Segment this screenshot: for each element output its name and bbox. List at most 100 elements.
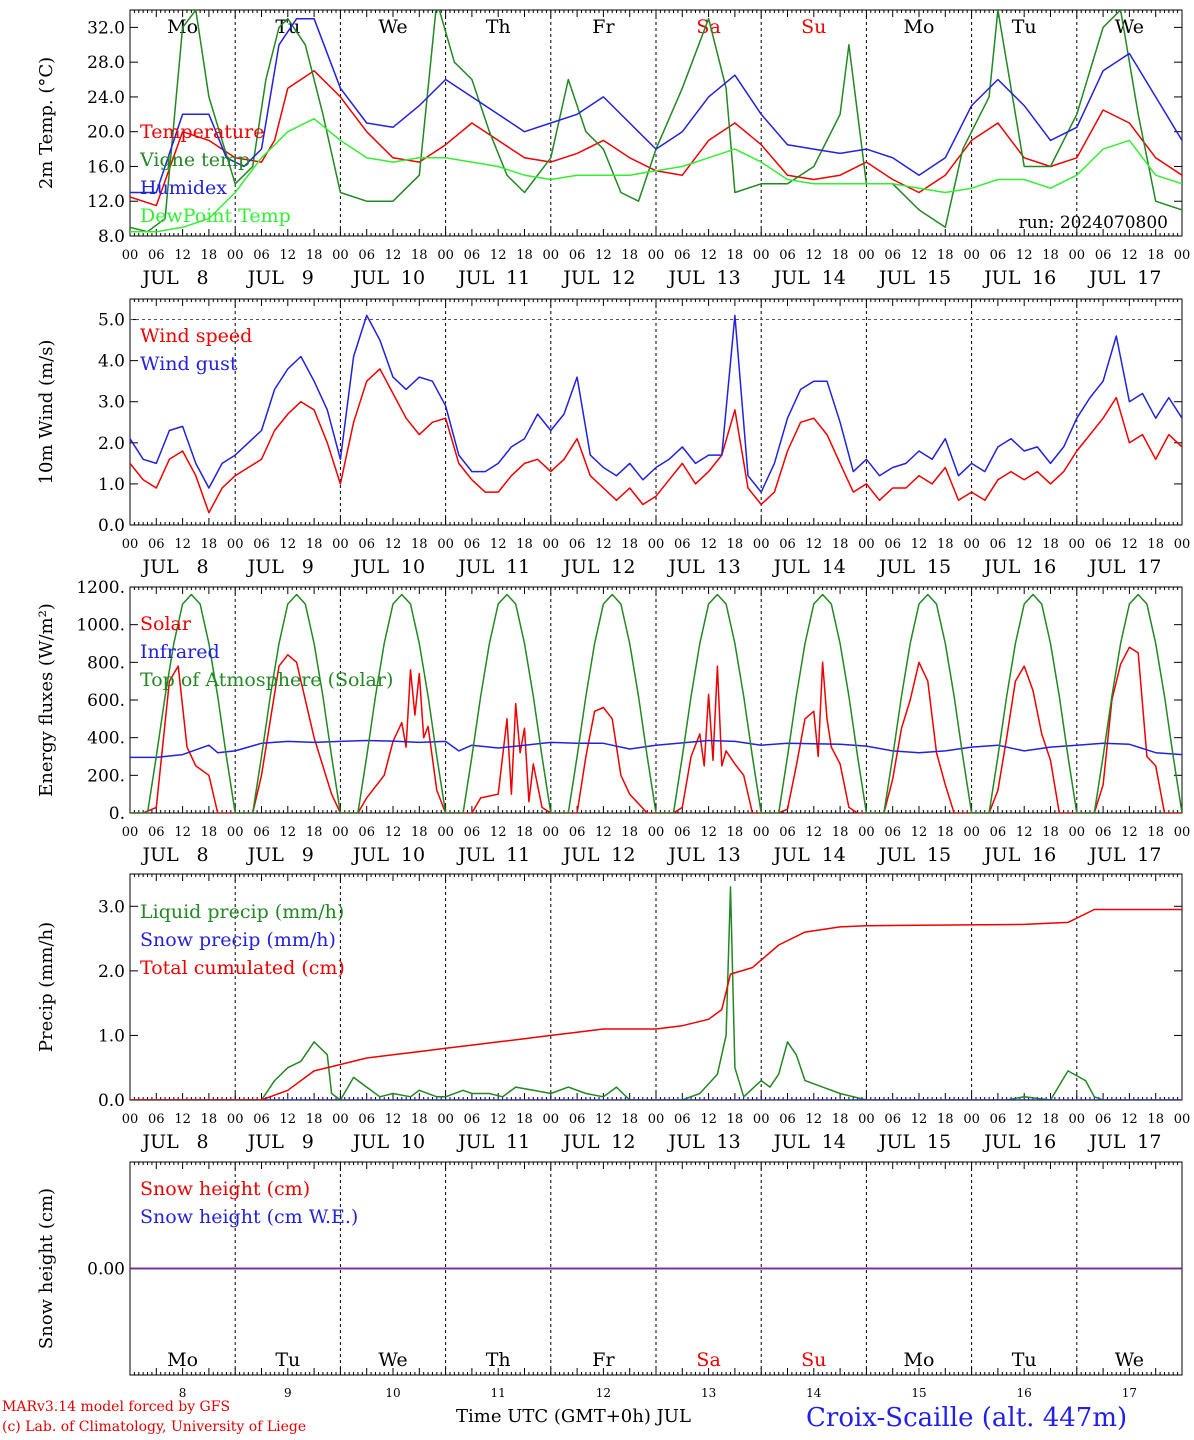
y-tick-label: 0. xyxy=(109,804,125,824)
date-day-label: 15 xyxy=(927,556,951,578)
hour-tick-label: 18 xyxy=(306,248,323,263)
y-tick-label: 1200. xyxy=(76,578,125,598)
weekday-label: Tu xyxy=(275,1349,300,1371)
hour-tick-label: 12 xyxy=(700,537,717,552)
date-day-label: 14 xyxy=(822,844,846,866)
y-tick-label: 0.0 xyxy=(98,516,125,536)
footer-lab-credit: (c) Lab. of Climatology, University of L… xyxy=(2,1419,307,1435)
hour-tick-label: 18 xyxy=(411,825,428,840)
y-axis-title: Precip (mm/h) xyxy=(36,922,57,1052)
hour-tick-label: 18 xyxy=(516,1112,533,1127)
hour-tick-label: 00 xyxy=(963,248,980,263)
date-month-label: JUL xyxy=(877,844,916,866)
legend-entry: Solar xyxy=(140,613,192,635)
hour-tick-label: 06 xyxy=(674,825,691,840)
hour-tick-label: 06 xyxy=(464,248,481,263)
hour-tick-label: 06 xyxy=(674,537,691,552)
hour-tick-label: 18 xyxy=(306,825,323,840)
date-month-label: JUL xyxy=(877,267,916,289)
panel-1: 8.0 12.0 16.0 20.0 24.0 28.0 32.0 2m Temp. (°C)… xyxy=(36,9,1190,289)
hour-tick-label: 06 xyxy=(358,248,375,263)
date-month-label: JUL xyxy=(772,267,811,289)
hour-tick-label: 00 xyxy=(122,537,139,552)
hour-tick-label: 06 xyxy=(990,825,1007,840)
hour-tick-label: 12 xyxy=(385,248,402,263)
date-day-label: 12 xyxy=(611,844,635,866)
hour-tick-label: 18 xyxy=(516,248,533,263)
hour-tick-label: 00 xyxy=(227,248,244,263)
hour-tick-label: 18 xyxy=(1147,537,1164,552)
hour-tick-label: 00 xyxy=(753,537,770,552)
y-tick-label: 28.0 xyxy=(87,53,125,73)
y-tick-label: 1.0 xyxy=(98,1026,125,1046)
y-axis-title: Snow height (cm) xyxy=(36,1188,57,1349)
hour-tick-label: 12 xyxy=(595,1112,612,1127)
hour-tick-label: 18 xyxy=(621,825,638,840)
hour-tick-label: 18 xyxy=(832,1112,849,1127)
date-month-label: JUL xyxy=(246,844,285,866)
hour-tick-label: 00 xyxy=(332,537,349,552)
date-month-label: JUL xyxy=(456,267,495,289)
y-tick-label: 2.0 xyxy=(98,962,125,982)
y-tick-label: 5.0 xyxy=(98,311,125,331)
date-month-label: JUL xyxy=(561,556,600,578)
hour-tick-label: 00 xyxy=(858,1112,875,1127)
hour-tick-label: 12 xyxy=(595,248,612,263)
legend-entry: Snow height (cm W.E.) xyxy=(140,1206,358,1228)
date-month-label: JUL xyxy=(772,1131,811,1153)
legend-entry: Total cumulated (cm) xyxy=(140,957,345,979)
date-month-label: JUL xyxy=(140,1131,179,1153)
weekday-label: Tu xyxy=(1012,1349,1037,1371)
hour-tick-label: 00 xyxy=(227,537,244,552)
legend-entry: Wind gust xyxy=(140,353,238,375)
hour-tick-label: 00 xyxy=(648,825,665,840)
hour-tick-label: 06 xyxy=(674,1112,691,1127)
date-day-label: 14 xyxy=(822,556,846,578)
hour-tick-label: 00 xyxy=(227,825,244,840)
legend-entry: Infrared xyxy=(140,641,220,663)
date-day-label: 9 xyxy=(302,267,314,289)
legend-entry: Liquid precip (mm/h) xyxy=(140,901,344,923)
hour-tick-label: 18 xyxy=(1042,537,1059,552)
station-title: Croix-Scaille (alt. 447m) xyxy=(806,1403,1128,1433)
hour-tick-label: 06 xyxy=(464,825,481,840)
hour-tick-label: 18 xyxy=(937,1112,954,1127)
series-line-dewpoint-temp xyxy=(130,117,1182,233)
weekday-label: We xyxy=(1115,16,1144,38)
hour-tick-label: 12 xyxy=(280,537,297,552)
hour-tick-label: 00 xyxy=(753,825,770,840)
series-line-wind-gust xyxy=(130,314,1182,493)
hour-tick-label: 12 xyxy=(174,537,191,552)
date-month-label: JUL xyxy=(140,844,179,866)
hour-tick-label: 18 xyxy=(1042,248,1059,263)
hour-tick-label: 06 xyxy=(1095,537,1112,552)
y-axis-title: Energy fluxes (W/m²) xyxy=(36,603,57,797)
hour-tick-label: 12 xyxy=(911,1112,928,1127)
y-tick-label: 16.0 xyxy=(87,157,125,177)
series-line-solar xyxy=(130,646,1182,813)
hour-tick-label: 00 xyxy=(1069,825,1086,840)
date-day-label: 10 xyxy=(401,556,425,578)
date-day-label: 12 xyxy=(611,1131,635,1153)
date-month-label: JUL xyxy=(666,1131,705,1153)
y-tick-label: 4.0 xyxy=(98,352,125,372)
hour-tick-label: 12 xyxy=(385,825,402,840)
weekday-label: Fr xyxy=(592,1349,615,1371)
legend-entry: DewPoint Temp xyxy=(140,205,291,227)
hour-tick-label: 18 xyxy=(1042,1112,1059,1127)
hour-tick-label: 18 xyxy=(727,248,744,263)
weekday-label: Mo xyxy=(904,1349,935,1371)
date-day-label: 12 xyxy=(611,267,635,289)
hour-tick-label: 06 xyxy=(569,248,586,263)
date-month-label: JUL xyxy=(1087,844,1126,866)
hour-tick-label: 06 xyxy=(779,537,796,552)
series-line-total-cumulated-cm xyxy=(130,908,1182,1100)
hour-tick-label: 12 xyxy=(911,825,928,840)
date-day-label: 13 xyxy=(717,556,741,578)
date-day-label: 12 xyxy=(611,556,635,578)
y-tick-label: 200. xyxy=(87,766,125,786)
date-month-label: JUL xyxy=(246,1131,285,1153)
hour-tick-label: 06 xyxy=(358,825,375,840)
day-number-label: 11 xyxy=(491,1386,506,1400)
legend-entry: Temperature xyxy=(140,121,264,143)
